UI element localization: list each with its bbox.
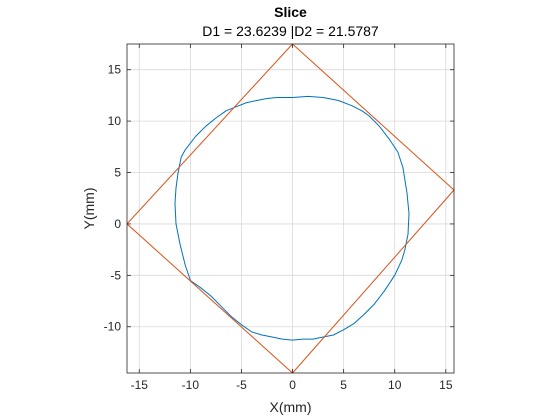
series-layer [126,43,455,374]
x-tick-label: -5 [236,378,247,392]
bounding-line [126,43,455,374]
chart-title: Slice [274,4,307,20]
x-tick-label: 15 [439,378,453,392]
y-tick-label: -5 [110,268,121,282]
x-tick-label: 10 [388,378,402,392]
x-tick-label: -10 [182,378,200,392]
contour-line [174,95,410,341]
x-tick-label: -15 [131,378,149,392]
x-ticks: -15 -10 -5 0 5 10 15 [131,44,453,392]
axes-box [126,43,455,374]
y-tick-label: 0 [114,217,121,231]
chart-subtitle: D1 = 23.6239 |D2 = 21.5787 [202,23,379,39]
y-tick-label: 10 [108,114,122,128]
y-ticks: -10 -5 0 5 10 15 [104,63,454,334]
y-tick-label: 5 [114,166,121,180]
grid [127,44,454,373]
y-axis-label: Y(mm) [81,188,97,230]
x-axis-label: X(mm) [270,399,312,415]
x-tick-label: 0 [289,378,296,392]
x-tick-label: 5 [340,378,347,392]
y-tick-label: 15 [108,63,122,77]
y-tick-label: -10 [104,320,122,334]
